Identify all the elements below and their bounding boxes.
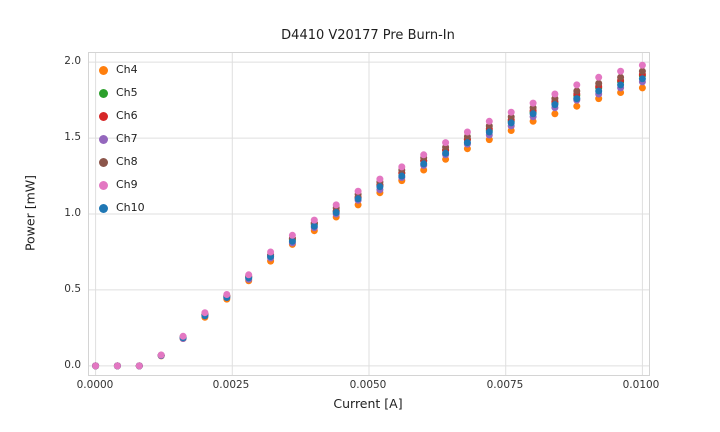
scatter-plot-svg [89, 53, 649, 375]
legend-label-ch7: Ch7 [116, 132, 138, 145]
y-tick-label: 1.0 [64, 207, 81, 219]
legend-marker-ch7-icon [99, 134, 108, 144]
legend: Ch4 Ch5 Ch6 Ch7 Ch8 Ch9 [99, 63, 145, 215]
legend-marker-ch10-icon [99, 203, 108, 213]
y-tick-label: 0.5 [64, 283, 81, 295]
x-tick-label: 0.0025 [212, 379, 250, 391]
y-tick-label: 2.0 [64, 55, 81, 67]
legend-label-ch6: Ch6 [116, 109, 138, 122]
legend-item-ch4: Ch4 [99, 63, 145, 77]
legend-label-ch8: Ch8 [116, 155, 138, 168]
legend-label-ch5: Ch5 [116, 86, 138, 99]
legend-marker-ch4-icon [99, 65, 108, 75]
x-tick-label: 0.0050 [349, 379, 387, 391]
legend-marker-ch6-icon [99, 111, 108, 121]
legend-marker-ch9-icon [99, 180, 108, 190]
legend-marker-ch8-icon [99, 157, 108, 167]
legend-item-ch10: Ch10 [99, 201, 145, 215]
legend-item-ch8: Ch8 [99, 155, 145, 169]
x-tick-label: 0.0075 [486, 379, 524, 391]
legend-item-ch6: Ch6 [99, 109, 145, 123]
x-tick-label: 0.0100 [622, 379, 660, 391]
legend-label-ch4: Ch4 [116, 63, 138, 76]
x-axis-label: Current [A] [333, 396, 403, 411]
y-tick-label: 1.5 [64, 131, 81, 143]
plot-area: Ch4 Ch5 Ch6 Ch7 Ch8 Ch9 [88, 52, 650, 376]
chart-title: D4410 V20177 Pre Burn-In [281, 28, 455, 43]
legend-label-ch9: Ch9 [116, 178, 138, 191]
y-tick-label: 0.0 [64, 359, 81, 371]
legend-item-ch9: Ch9 [99, 178, 145, 192]
legend-label-ch10: Ch10 [116, 201, 145, 214]
y-axis-label: Power [mW] [22, 174, 38, 252]
legend-marker-ch5-icon [99, 88, 108, 98]
legend-item-ch7: Ch7 [99, 132, 145, 146]
legend-item-ch5: Ch5 [99, 86, 145, 100]
x-tick-label: 0.0000 [76, 379, 114, 391]
